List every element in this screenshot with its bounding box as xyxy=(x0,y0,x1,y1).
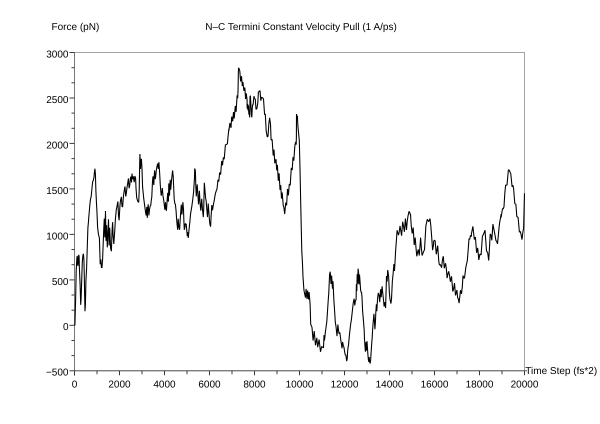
svg-text:3000: 3000 xyxy=(46,49,69,60)
svg-text:6000: 6000 xyxy=(198,380,221,391)
svg-text:2500: 2500 xyxy=(46,95,69,106)
svg-text:4000: 4000 xyxy=(153,380,176,391)
svg-text:2000: 2000 xyxy=(108,380,131,391)
svg-text:10000: 10000 xyxy=(286,380,314,391)
svg-text:0: 0 xyxy=(72,380,78,391)
svg-text:1500: 1500 xyxy=(46,186,69,197)
svg-text:2000: 2000 xyxy=(46,140,69,151)
svg-text:Time Step (fs*2): Time Step (fs*2) xyxy=(525,366,597,377)
svg-text:12000: 12000 xyxy=(331,380,359,391)
svg-text:0: 0 xyxy=(63,322,69,333)
svg-text:8000: 8000 xyxy=(243,380,266,391)
svg-text:N–C Termini Constant Velocity: N–C Termini Constant Velocity Pull (1 A/… xyxy=(205,22,397,33)
svg-text:16000: 16000 xyxy=(421,380,449,391)
svg-text:18000: 18000 xyxy=(466,380,494,391)
svg-text:Force (pN): Force (pN) xyxy=(52,22,100,33)
svg-text:500: 500 xyxy=(52,277,69,288)
svg-text:20000: 20000 xyxy=(511,380,539,391)
svg-text:14000: 14000 xyxy=(376,380,404,391)
svg-text:−500: −500 xyxy=(46,368,69,379)
svg-text:1000: 1000 xyxy=(46,231,69,242)
